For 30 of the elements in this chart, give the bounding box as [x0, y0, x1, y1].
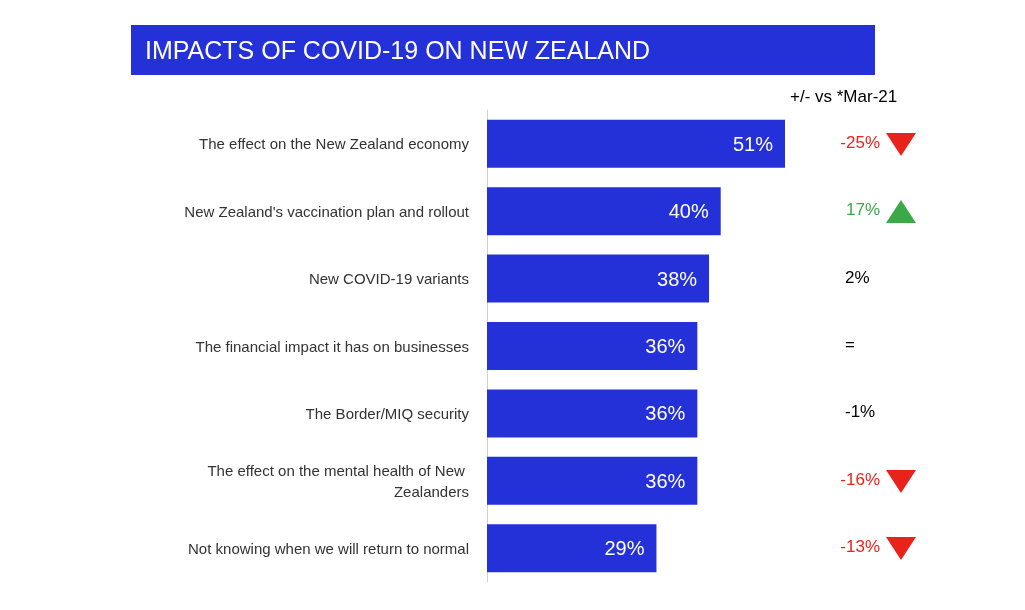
bar	[487, 456, 698, 505]
text: -16%	[840, 469, 880, 490]
data-label: 36%	[645, 469, 686, 492]
text: -1%	[845, 402, 876, 423]
text: +/- vs *Mar-21	[790, 87, 898, 107]
bar	[487, 187, 721, 236]
text: 2%	[845, 267, 870, 288]
data-label: 51%	[732, 132, 774, 155]
bar	[487, 119, 785, 168]
text: -13%	[840, 537, 880, 558]
data-label: 36%	[645, 402, 686, 425]
bar	[487, 524, 657, 573]
data-label: 38%	[657, 267, 698, 290]
data-label: 40%	[668, 200, 709, 223]
y-tick-label: Not knowing when we will return to normal	[188, 539, 469, 557]
y-tick-label: The Border/MIQ security	[305, 404, 470, 422]
data-label: 29%	[604, 537, 645, 560]
data-label: 36%	[645, 335, 686, 357]
text: 17%	[845, 200, 880, 221]
y-tick-label: The effect on the New Zealand economy	[199, 135, 470, 153]
chart-title: IMPACTS OF COVID-19 ON NEW ZEALAND	[131, 25, 875, 75]
bar	[487, 322, 698, 370]
bar	[487, 389, 698, 438]
y-tick-label: The effect on the mental health of New Zealanders	[207, 461, 469, 500]
y-tick-label: New Zealand's vaccination plan and rollout	[184, 202, 470, 220]
y-tick-label: The financial impact it has on businesses	[195, 337, 469, 355]
bar	[487, 254, 710, 303]
text: =	[845, 335, 855, 355]
y-tick-label: New COVID-19 variants	[308, 270, 469, 288]
text: -25%	[840, 132, 880, 153]
